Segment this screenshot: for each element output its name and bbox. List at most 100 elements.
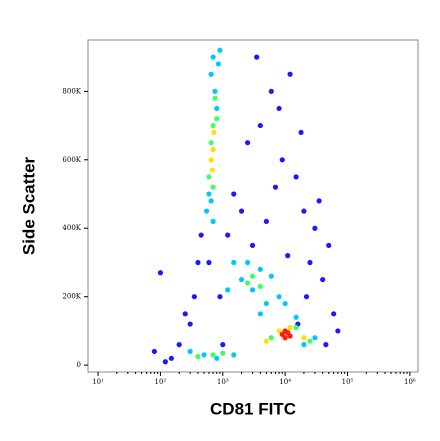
point (206, 191, 212, 197)
point (187, 321, 193, 327)
point (238, 276, 245, 283)
y-tick-label: 400K (62, 224, 81, 232)
y-tick-label: 600K (62, 156, 81, 164)
point (211, 129, 217, 136)
point (326, 242, 332, 248)
point (263, 218, 269, 225)
point (276, 328, 282, 334)
point (206, 259, 212, 266)
point (335, 328, 341, 334)
point (208, 198, 214, 204)
point (220, 342, 226, 348)
point (249, 287, 256, 293)
point (254, 54, 260, 60)
point (217, 47, 223, 53)
point (214, 105, 220, 112)
point (303, 294, 310, 300)
point (263, 338, 269, 344)
point (214, 116, 220, 122)
y-axis-title: Side Scatter (19, 156, 38, 255)
point (244, 140, 251, 146)
point (210, 54, 216, 60)
point (320, 276, 326, 283)
point (238, 208, 245, 214)
point (244, 259, 251, 266)
point (203, 208, 210, 214)
point (191, 294, 197, 300)
point (231, 191, 237, 197)
point (307, 338, 313, 344)
point (287, 324, 293, 331)
y-tick-label: 200K (62, 293, 81, 301)
point (257, 122, 263, 129)
point (301, 342, 307, 348)
point (157, 270, 164, 276)
point (316, 198, 322, 204)
point (231, 352, 237, 358)
x-tick-label: 10⁵ (342, 378, 354, 386)
y-tick-label: 800K (62, 87, 81, 95)
point (195, 353, 201, 360)
point (287, 71, 293, 77)
point (293, 174, 299, 180)
point (182, 311, 188, 317)
point (282, 335, 288, 341)
point (225, 287, 231, 293)
point (279, 157, 285, 163)
point (208, 140, 214, 146)
point (301, 208, 307, 214)
point (195, 259, 201, 266)
point (244, 280, 251, 286)
point (282, 328, 288, 334)
point (279, 331, 285, 337)
point (209, 167, 215, 173)
point (263, 300, 269, 307)
point (257, 266, 263, 272)
point (162, 359, 168, 365)
point (249, 242, 256, 248)
point (220, 350, 226, 356)
x-tick-label: 10² (155, 378, 167, 386)
point (293, 324, 299, 331)
point (231, 259, 237, 266)
point (214, 355, 220, 361)
point (210, 146, 216, 153)
point (257, 283, 263, 290)
point (225, 232, 231, 238)
point (301, 335, 307, 341)
point (323, 342, 329, 348)
x-tick-label: 10⁶ (404, 378, 416, 386)
point (257, 311, 263, 317)
point (293, 314, 299, 320)
point (176, 342, 182, 348)
point (206, 174, 212, 180)
point (208, 157, 214, 163)
point (312, 225, 318, 231)
point (210, 352, 216, 358)
point (282, 300, 288, 307)
point (217, 294, 223, 300)
point (298, 129, 304, 136)
x-tick-label: 10⁴ (279, 378, 291, 386)
point (276, 294, 282, 300)
point (268, 88, 274, 94)
point (307, 259, 313, 266)
x-tick-label: 10¹ (92, 378, 104, 386)
point (276, 105, 282, 112)
x-tick-label: 10³ (217, 378, 229, 386)
point (168, 355, 174, 361)
point (210, 218, 216, 225)
point (212, 95, 218, 101)
point (268, 273, 274, 279)
x-axis-title: CD81 FITC (210, 399, 296, 418)
plot-frame (87, 39, 419, 373)
point (287, 333, 293, 339)
point (268, 335, 274, 341)
point (198, 232, 204, 238)
point (331, 311, 337, 317)
point (312, 335, 318, 341)
point (212, 88, 218, 94)
y-tick-label: 0 (77, 361, 81, 369)
point (210, 122, 216, 129)
